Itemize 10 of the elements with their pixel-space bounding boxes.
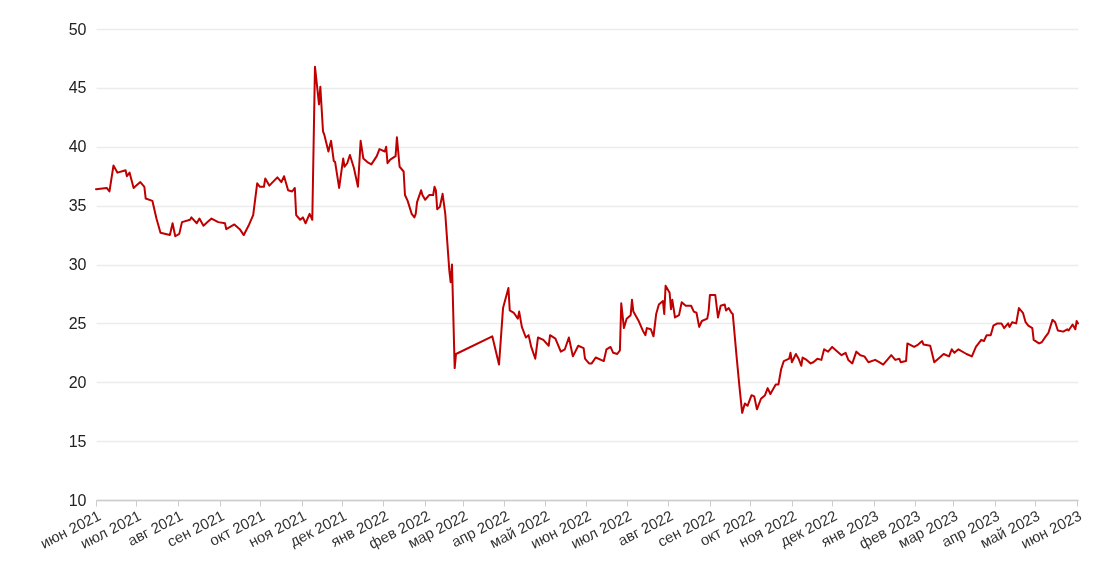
y-tick-label: 30 <box>68 256 87 273</box>
line-series <box>95 65 1079 414</box>
y-tick-label: 20 <box>68 373 87 391</box>
y-tick-label: 25 <box>68 314 87 332</box>
y-tick-label: 45 <box>68 79 87 97</box>
y-tick-label: 10 <box>68 491 87 509</box>
y-tick-label: 35 <box>68 197 87 215</box>
y-tick-label: 40 <box>68 138 87 156</box>
y-tick-label: 15 <box>68 432 87 450</box>
y-tick-label: 50 <box>68 20 87 38</box>
